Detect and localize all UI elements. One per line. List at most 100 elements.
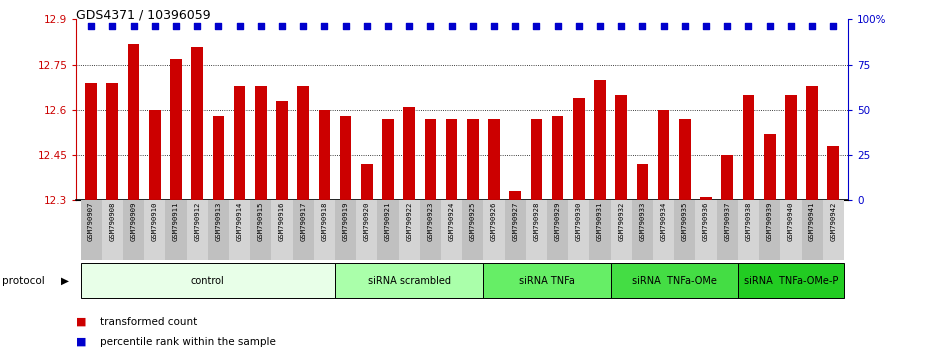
- Text: GSM790918: GSM790918: [322, 202, 327, 241]
- Bar: [106, 83, 118, 200]
- Bar: [722, 155, 733, 200]
- Text: siRNA  TNFa-OMe: siRNA TNFa-OMe: [631, 275, 717, 286]
- Text: GSM790916: GSM790916: [279, 202, 285, 241]
- Point: [698, 23, 713, 29]
- Bar: [590, 200, 611, 260]
- Bar: [272, 200, 293, 260]
- Bar: [101, 200, 123, 260]
- Bar: [611, 200, 631, 260]
- Bar: [123, 200, 144, 260]
- Bar: [488, 119, 499, 200]
- Bar: [276, 101, 287, 200]
- Bar: [187, 200, 207, 260]
- Bar: [298, 86, 309, 200]
- Bar: [637, 164, 648, 200]
- Text: GSM790927: GSM790927: [512, 202, 518, 241]
- Point: [741, 23, 756, 29]
- Bar: [551, 116, 564, 200]
- Point: [571, 23, 586, 29]
- Text: GSM790940: GSM790940: [788, 202, 794, 241]
- Text: ▶: ▶: [60, 275, 69, 286]
- Point: [529, 23, 544, 29]
- Bar: [382, 119, 393, 200]
- Point: [677, 23, 692, 29]
- Point: [402, 23, 417, 29]
- Point: [657, 23, 671, 29]
- Bar: [445, 119, 458, 200]
- Bar: [378, 200, 399, 260]
- Bar: [170, 58, 181, 200]
- Bar: [81, 200, 101, 260]
- Bar: [356, 200, 378, 260]
- Bar: [207, 200, 229, 260]
- Point: [423, 23, 438, 29]
- Bar: [361, 164, 373, 200]
- Bar: [573, 98, 585, 200]
- Point: [551, 23, 565, 29]
- Point: [783, 23, 798, 29]
- Text: GDS4371 / 10396059: GDS4371 / 10396059: [76, 9, 211, 22]
- Bar: [737, 200, 759, 260]
- Text: GSM790937: GSM790937: [724, 202, 730, 241]
- Point: [168, 23, 183, 29]
- Bar: [616, 95, 627, 200]
- Bar: [674, 200, 696, 260]
- Point: [720, 23, 735, 29]
- Point: [232, 23, 247, 29]
- Bar: [462, 200, 484, 260]
- Bar: [785, 95, 797, 200]
- FancyBboxPatch shape: [737, 263, 844, 298]
- Point: [465, 23, 480, 29]
- Bar: [250, 200, 272, 260]
- Text: control: control: [191, 275, 225, 286]
- Text: GSM790934: GSM790934: [660, 202, 667, 241]
- Text: GSM790910: GSM790910: [152, 202, 158, 241]
- Bar: [653, 200, 674, 260]
- Bar: [717, 200, 737, 260]
- Bar: [764, 134, 776, 200]
- Text: ■: ■: [76, 317, 86, 327]
- Bar: [255, 86, 267, 200]
- Text: GSM790912: GSM790912: [194, 202, 200, 241]
- Point: [317, 23, 332, 29]
- Point: [339, 23, 353, 29]
- Text: GSM790932: GSM790932: [618, 202, 624, 241]
- Text: GSM790939: GSM790939: [766, 202, 773, 241]
- Text: GSM790917: GSM790917: [300, 202, 306, 241]
- Bar: [441, 200, 462, 260]
- Bar: [166, 200, 187, 260]
- Text: GSM790925: GSM790925: [470, 202, 476, 241]
- Point: [804, 23, 819, 29]
- Text: GSM790924: GSM790924: [448, 202, 455, 241]
- Text: GSM790911: GSM790911: [173, 202, 179, 241]
- Bar: [404, 107, 415, 200]
- Text: GSM790938: GSM790938: [746, 202, 751, 241]
- Bar: [743, 95, 754, 200]
- Bar: [700, 197, 711, 200]
- Point: [635, 23, 650, 29]
- Point: [445, 23, 459, 29]
- Bar: [149, 110, 161, 200]
- Bar: [547, 200, 568, 260]
- Text: ■: ■: [76, 337, 86, 347]
- Bar: [233, 86, 246, 200]
- Bar: [759, 200, 780, 260]
- Text: GSM790929: GSM790929: [554, 202, 561, 241]
- Point: [592, 23, 607, 29]
- Point: [105, 23, 120, 29]
- Point: [359, 23, 374, 29]
- Point: [763, 23, 777, 29]
- Bar: [335, 200, 356, 260]
- Bar: [293, 200, 313, 260]
- Text: GSM790942: GSM790942: [830, 202, 836, 241]
- Bar: [313, 200, 335, 260]
- Text: GSM790936: GSM790936: [703, 202, 709, 241]
- Text: GSM790919: GSM790919: [342, 202, 349, 241]
- Bar: [319, 110, 330, 200]
- Bar: [510, 191, 521, 200]
- Point: [126, 23, 141, 29]
- Text: GSM790930: GSM790930: [576, 202, 582, 241]
- Point: [211, 23, 226, 29]
- Bar: [696, 200, 717, 260]
- Bar: [425, 119, 436, 200]
